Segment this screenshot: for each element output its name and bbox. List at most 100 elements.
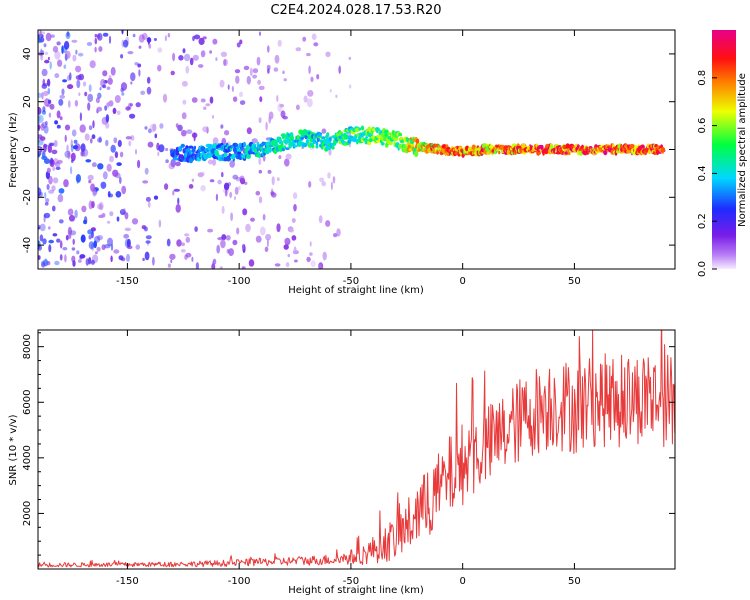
noise-blob [45,120,48,126]
noise-blob [43,144,48,148]
colorbar-tick-label: 0.2 [697,213,708,229]
noise-blob [284,158,290,167]
noise-blob [319,177,325,183]
noise-blob [152,123,157,132]
ridge-blob [328,136,332,142]
noise-blob [38,226,41,230]
ridge-blob [344,134,349,140]
noise-blob [225,235,231,241]
ridge-blob [180,143,185,148]
ridge-blob [376,139,382,143]
noise-blob [165,147,169,152]
noise-blob [228,248,235,257]
noise-blob [328,148,332,156]
noise-blob [56,238,61,243]
noise-blob [307,90,314,97]
noise-blob [132,33,136,38]
ridge-blob [354,127,360,133]
noise-blob [284,237,291,246]
noise-blob [108,100,114,107]
noise-blob [338,65,342,74]
noise-blob [239,100,246,105]
noise-blob [52,166,56,171]
noise-blob [47,99,52,105]
ridge-blob [327,147,331,151]
noise-blob [38,255,41,260]
noise-blob [116,216,120,222]
noise-blob [329,89,332,93]
noise-blob [259,31,261,36]
noise-blob [130,81,133,85]
noise-blob [211,115,215,119]
noise-blob [79,256,83,260]
noise-blob [129,113,136,119]
noise-blob [220,51,228,57]
noise-blob [61,45,64,54]
spectrogram-y-label: Frequency (Hz) [8,112,19,188]
noise-blob [229,160,235,168]
noise-blob [57,159,63,164]
noise-blob [141,225,147,230]
noise-blob [39,223,46,232]
ridge-blob [246,154,251,160]
noise-blob [147,201,151,208]
noise-blob [76,79,81,89]
noise-blob [232,96,238,102]
snr-panel: -150 -100 -50 0 50 2000 4000 6000 8000 Height o… [8,329,676,596]
noise-blob [62,247,68,251]
noise-blob [105,139,109,147]
noise-blob [88,241,95,250]
noise-blob [158,219,162,228]
ridge-blob [441,144,447,149]
noise-blob [55,166,61,170]
noise-blob [185,252,192,258]
noise-blob [316,74,320,80]
noise-blob [85,159,92,163]
ridge-blob [393,136,399,142]
noise-blob [109,155,114,163]
noise-blob [215,193,218,202]
ridge-blob [289,132,294,138]
ridge-blob [326,132,330,138]
noise-blob [58,219,64,224]
noise-blob [107,77,113,85]
noise-blob [178,55,184,61]
noise-blob [309,252,313,256]
ridge-blob [185,148,191,152]
noise-blob [72,238,75,245]
noise-blob [229,191,233,198]
noise-blob [40,123,45,131]
ridge-blob [629,143,635,149]
noise-blob [95,97,100,104]
noise-blob [52,177,59,184]
noise-blob [89,60,96,69]
noise-blob [49,103,55,110]
noise-blob [54,260,60,266]
noise-blob [96,106,103,112]
ridge-blob [287,133,291,137]
noise-blob [70,166,73,175]
noise-blob [167,263,171,268]
noise-blob [273,67,279,72]
noise-blob [54,50,61,60]
noise-blob [98,136,102,143]
ridge-blob [360,125,365,131]
noise-blob [223,182,230,191]
noise-blob [81,148,89,157]
noise-blob [149,123,156,133]
noise-blob [45,32,52,42]
noise-blob [48,226,51,230]
ridge-blob [239,146,244,150]
noise-blob [38,124,41,130]
noise-blob [280,110,286,118]
noise-blob [38,106,42,115]
noise-blob [145,240,151,244]
snr-frame [37,329,676,570]
noise-blob [88,179,92,184]
noise-blob [110,255,113,263]
noise-blob [99,87,102,91]
noise-blob [246,127,252,135]
noise-blob [74,100,79,107]
noise-blob [289,228,295,233]
noise-blob [146,37,152,43]
